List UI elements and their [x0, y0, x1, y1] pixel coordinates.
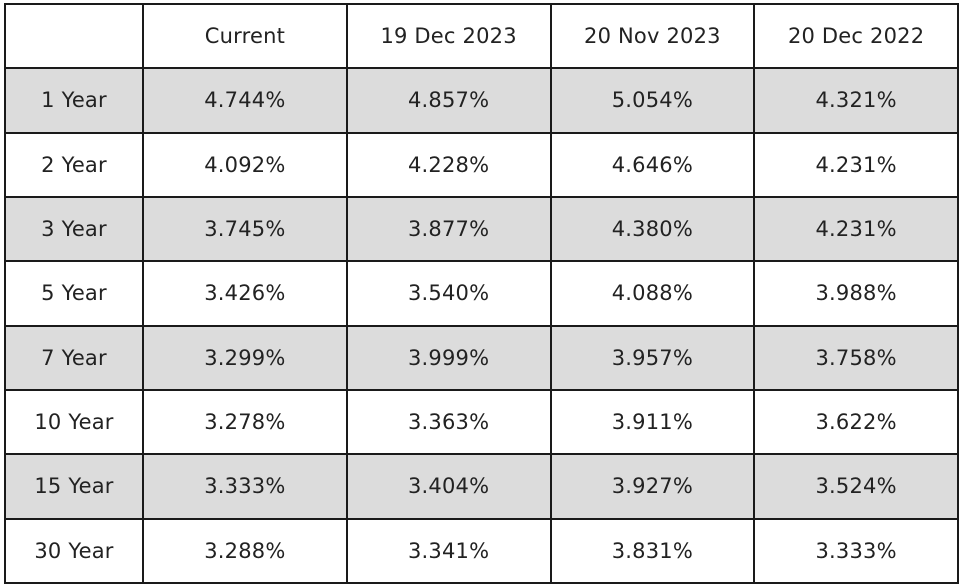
rate-cell: 5.054% [549, 67, 756, 134]
header-corner-cell [4, 2, 144, 70]
rate-cell: 3.957% [549, 324, 756, 391]
rate-cell: 3.540% [345, 260, 552, 327]
rate-cell: 3.622% [753, 388, 959, 456]
rate-cell: 3.404% [345, 453, 552, 520]
table-row: 7 Year 3.299% 3.999% 3.957% 3.758% [4, 324, 959, 391]
rate-cell: 4.321% [753, 67, 959, 134]
rate-cell: 3.877% [345, 195, 552, 263]
rate-cell: 3.333% [753, 517, 959, 585]
rate-cell: 3.333% [142, 453, 348, 520]
table-row: 1 Year 4.744% 4.857% 5.054% 4.321% [4, 67, 959, 134]
rate-cell: 3.988% [753, 260, 959, 327]
rate-cell: 3.426% [142, 260, 348, 327]
rate-cell: 4.744% [142, 67, 348, 134]
rate-cell: 3.927% [549, 453, 756, 520]
rate-cell: 4.088% [549, 260, 756, 327]
rate-cell: 3.911% [549, 388, 756, 456]
table-row: 5 Year 3.426% 3.540% 4.088% 3.988% [4, 260, 959, 327]
rate-cell: 3.299% [142, 324, 348, 391]
tenor-cell: 2 Year [4, 131, 144, 198]
tenor-cell: 5 Year [4, 260, 144, 327]
tenor-cell: 3 Year [4, 195, 144, 263]
rates-table: Current 19 Dec 2023 20 Nov 2023 20 Dec 2… [4, 2, 959, 585]
table-row: 10 Year 3.278% 3.363% 3.911% 3.622% [4, 388, 959, 456]
rate-cell: 3.341% [345, 517, 552, 585]
rate-cell: 4.646% [549, 131, 756, 198]
tenor-cell: 10 Year [4, 388, 144, 456]
rate-cell: 4.231% [753, 195, 959, 263]
table-row: 2 Year 4.092% 4.228% 4.646% 4.231% [4, 131, 959, 198]
header-20-dec-2022: 20 Dec 2022 [753, 2, 959, 70]
header-19-dec-2023: 19 Dec 2023 [345, 2, 552, 70]
header-current: Current [142, 2, 348, 70]
rate-cell: 3.758% [753, 324, 959, 391]
header-20-nov-2023: 20 Nov 2023 [549, 2, 756, 70]
table-row: 30 Year 3.288% 3.341% 3.831% 3.333% [4, 517, 959, 585]
rate-cell: 3.999% [345, 324, 552, 391]
rate-cell: 4.228% [345, 131, 552, 198]
rate-cell: 3.278% [142, 388, 348, 456]
rate-cell: 3.363% [345, 388, 552, 456]
rate-cell: 4.231% [753, 131, 959, 198]
rate-cell: 3.288% [142, 517, 348, 585]
tenor-cell: 1 Year [4, 67, 144, 134]
tenor-cell: 15 Year [4, 453, 144, 520]
header-row: Current 19 Dec 2023 20 Nov 2023 20 Dec 2… [4, 2, 959, 70]
rate-cell: 4.857% [345, 67, 552, 134]
rate-cell: 3.524% [753, 453, 959, 520]
rate-cell: 3.831% [549, 517, 756, 585]
table-row: 3 Year 3.745% 3.877% 4.380% 4.231% [4, 195, 959, 263]
rate-cell: 4.092% [142, 131, 348, 198]
rate-cell: 4.380% [549, 195, 756, 263]
rate-cell: 3.745% [142, 195, 348, 263]
table-row: 15 Year 3.333% 3.404% 3.927% 3.524% [4, 453, 959, 520]
tenor-cell: 30 Year [4, 517, 144, 585]
rates-table-body: Current 19 Dec 2023 20 Nov 2023 20 Dec 2… [4, 2, 959, 585]
tenor-cell: 7 Year [4, 324, 144, 391]
